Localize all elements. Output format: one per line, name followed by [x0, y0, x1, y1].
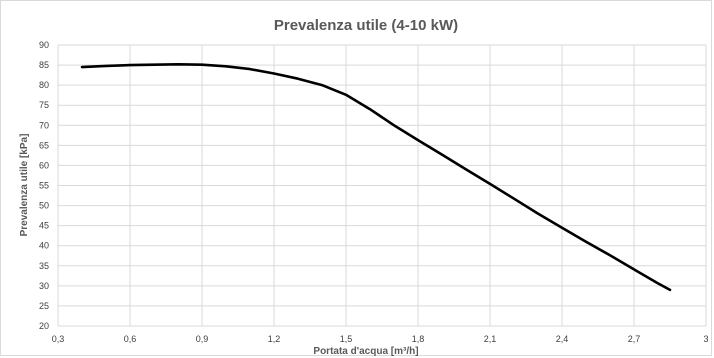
- x-tick-label: 3: [703, 334, 708, 344]
- y-axis-title: Prevalenza utile [kPa]: [19, 134, 30, 237]
- x-tick-label: 2,4: [556, 334, 569, 344]
- x-tick-label: 2,1: [484, 334, 497, 344]
- x-tick-label: 1,8: [412, 334, 425, 344]
- y-tick-labels: 20 25 30 35 40 45 50 55 60 65 70 75 80 85 90: [39, 40, 49, 331]
- series-layer: [80, 63, 672, 292]
- y-tick-label: 60: [39, 160, 49, 170]
- x-tick-label: 2,7: [628, 334, 641, 344]
- x-tick-label: 0,3: [52, 334, 65, 344]
- grid: [57, 44, 707, 327]
- series-line: [80, 63, 672, 292]
- y-tick-label: 80: [39, 80, 49, 90]
- y-tick-label: 20: [39, 321, 49, 331]
- y-tick-label: 50: [39, 201, 49, 211]
- y-tick-label: 45: [39, 221, 49, 231]
- y-tick-label: 35: [39, 261, 49, 271]
- y-tick-label: 90: [39, 40, 49, 50]
- y-tick-label: 25: [39, 301, 49, 311]
- x-tick-label: 0,9: [196, 334, 209, 344]
- x-axis-title: Portata d'acqua [m³/h]: [313, 346, 418, 357]
- x-tick-label: 1,2: [268, 334, 281, 344]
- y-tick-label: 70: [39, 120, 49, 130]
- y-tick-label: 40: [39, 241, 49, 251]
- y-tick-label: 55: [39, 181, 49, 191]
- y-tick-label: 30: [39, 281, 49, 291]
- chart-title: Prevalenza utile (4-10 kW): [274, 17, 458, 34]
- x-tick-label: 1,5: [340, 334, 353, 344]
- y-tick-label: 65: [39, 140, 49, 150]
- y-tick-label: 75: [39, 100, 49, 110]
- x-tick-labels: 0,3 0,6 0,9 1,2 1,5 1,8 2,1 2,4 2,7 3: [52, 334, 709, 344]
- x-tick-label: 0,6: [124, 334, 137, 344]
- y-tick-label: 85: [39, 60, 49, 70]
